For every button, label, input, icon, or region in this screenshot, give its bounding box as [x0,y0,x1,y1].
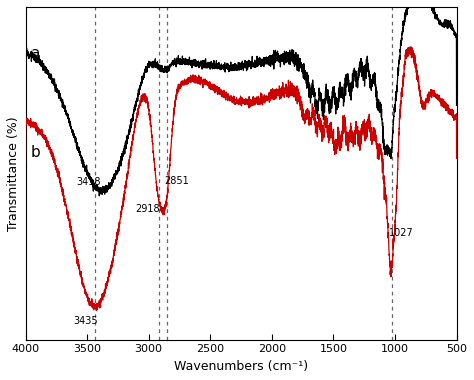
Text: a: a [30,46,40,61]
Text: 2851: 2851 [164,176,189,185]
Text: 3435: 3435 [73,315,98,326]
Text: 3418: 3418 [76,177,101,187]
X-axis label: Wavenumbers (cm⁻¹): Wavenumbers (cm⁻¹) [174,360,308,373]
Text: b: b [30,145,40,160]
Text: 2918: 2918 [136,204,160,214]
Y-axis label: Transmittance (%): Transmittance (%) [7,116,20,231]
Text: 1027: 1027 [389,228,414,238]
